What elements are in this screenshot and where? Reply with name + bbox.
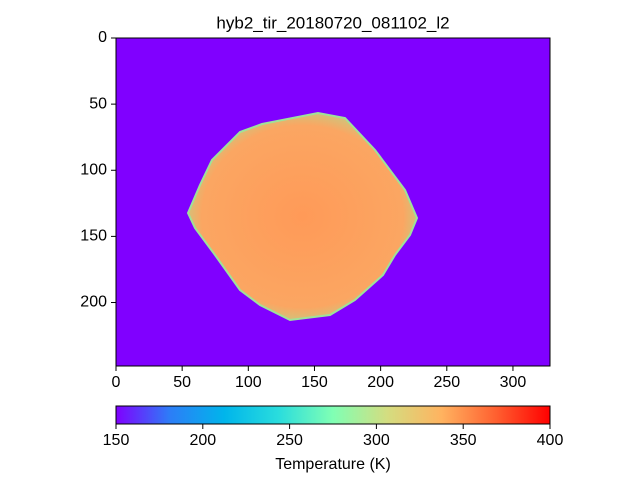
axes-frame [115,37,551,367]
colorbar-label: Temperature (K) [275,456,391,473]
colorbar [115,405,551,425]
colorbar-tick-label: 200 [189,432,216,449]
y-tick-label: 50 [89,95,107,112]
colorbar-tick-label: 300 [363,432,390,449]
y-tick-label: 100 [80,161,107,178]
colorbar-tick-label: 400 [537,432,564,449]
y-tick-label: 0 [98,29,107,46]
asteroid [186,111,419,322]
x-tick-label: 0 [112,374,121,391]
x-tick-label: 50 [173,374,191,391]
colorbar-tick-label: 350 [450,432,477,449]
colorbar-tick-label: 150 [103,432,130,449]
y-tick-label: 150 [80,228,107,245]
chart-title: hyb2_tir_20180720_081102_l2 [216,13,449,32]
x-tick-label: 100 [235,374,262,391]
colorbar-tick-label: 250 [276,432,303,449]
x-tick-label: 200 [367,374,394,391]
x-tick-label: 250 [433,374,460,391]
x-tick-label: 150 [301,374,328,391]
x-tick-label: 300 [500,374,527,391]
y-tick-label: 200 [80,294,107,311]
